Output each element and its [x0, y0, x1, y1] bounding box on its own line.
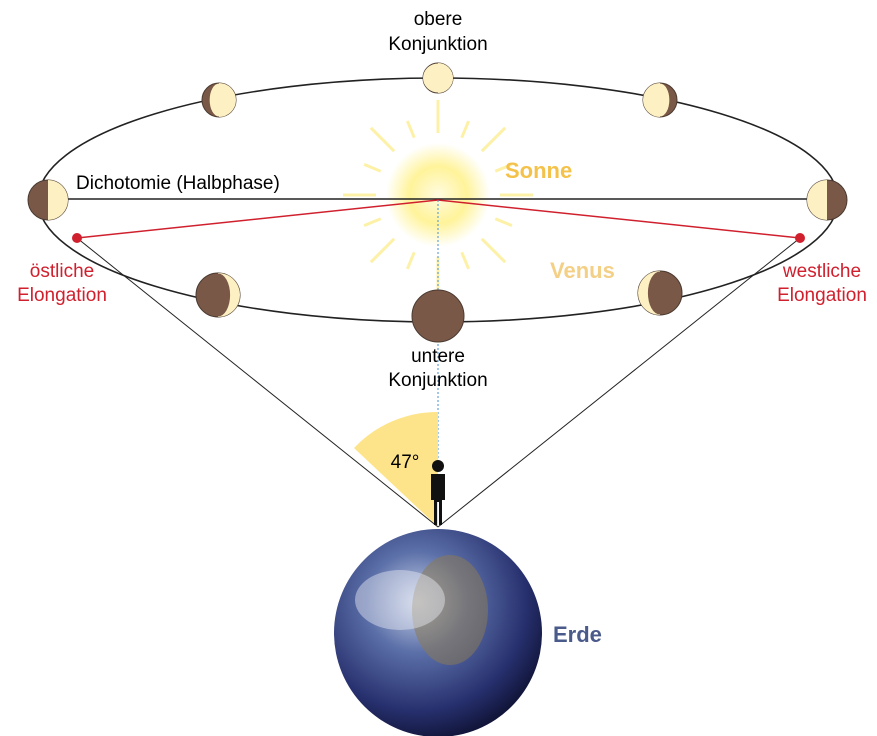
- ray: [482, 128, 505, 151]
- label: Dichotomie (Halbphase): [76, 173, 280, 194]
- venus-disk: [412, 290, 464, 342]
- venus: [643, 83, 677, 117]
- venus: [202, 83, 236, 117]
- label: Elongation: [777, 285, 867, 306]
- ray: [364, 219, 381, 226]
- venus-terminator: [651, 84, 670, 117]
- diagram: obere Konjunktion Dichotomie (Halbphase)…: [0, 0, 877, 736]
- label: 47°: [391, 452, 420, 473]
- venus: [807, 180, 847, 220]
- venus-terminator: [423, 64, 453, 93]
- label: Konjunktion: [388, 370, 487, 391]
- elongation-point: [795, 233, 805, 243]
- label: untere: [411, 346, 465, 367]
- elongation-line: [77, 200, 438, 238]
- label: östliche: [30, 261, 94, 282]
- elongation-point: [72, 233, 82, 243]
- label: westliche: [782, 261, 861, 282]
- label: Sonne: [505, 158, 572, 183]
- ray: [407, 252, 414, 269]
- ray: [462, 121, 469, 138]
- earth-clouds: [355, 570, 445, 630]
- ray: [371, 239, 394, 262]
- ray: [371, 128, 394, 151]
- venus-terminator: [648, 272, 672, 315]
- ray: [407, 121, 414, 138]
- venus: [638, 271, 682, 315]
- elongation-line: [438, 200, 800, 238]
- venus: [412, 290, 464, 342]
- sun: [386, 143, 490, 247]
- venus: [196, 273, 240, 317]
- venus: [423, 63, 453, 93]
- label: Konjunktion: [388, 34, 487, 55]
- label: Venus: [550, 258, 615, 283]
- ray: [462, 252, 469, 269]
- ray: [364, 164, 381, 171]
- venus-terminator: [210, 84, 229, 117]
- venus-lit: [48, 180, 68, 220]
- sightline: [438, 238, 800, 527]
- venus-terminator: [206, 274, 230, 317]
- venus-lit: [807, 180, 827, 220]
- ray: [495, 219, 512, 226]
- venus: [28, 180, 68, 220]
- sightline: [77, 238, 438, 527]
- label: Erde: [553, 622, 602, 647]
- label: obere: [414, 9, 463, 30]
- ray: [482, 239, 505, 262]
- label: Elongation: [17, 285, 107, 306]
